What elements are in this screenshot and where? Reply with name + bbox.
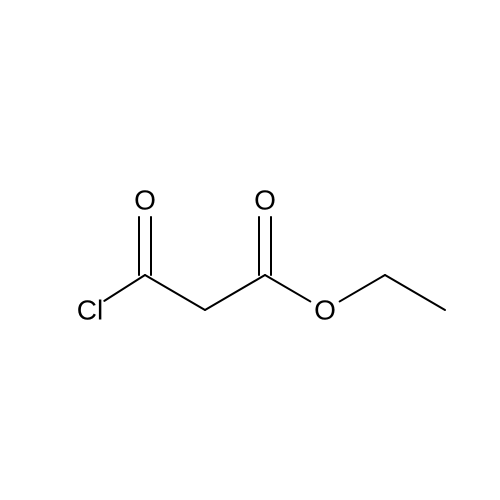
bonds-layer: [104, 217, 445, 310]
bond-line: [385, 275, 445, 310]
bond-line: [104, 275, 145, 301]
bond-line: [145, 275, 205, 310]
atoms-layer: Cl O O O: [77, 185, 336, 326]
molecule-diagram: Cl O O O: [0, 0, 500, 500]
bond-line: [340, 275, 385, 301]
atom-label-o3: O: [314, 295, 336, 326]
atom-label-o1: O: [134, 185, 156, 216]
atom-label-o2: O: [254, 185, 276, 216]
bond-line: [205, 275, 265, 310]
bond-line: [265, 275, 310, 301]
atom-label-cl: Cl: [77, 295, 103, 326]
